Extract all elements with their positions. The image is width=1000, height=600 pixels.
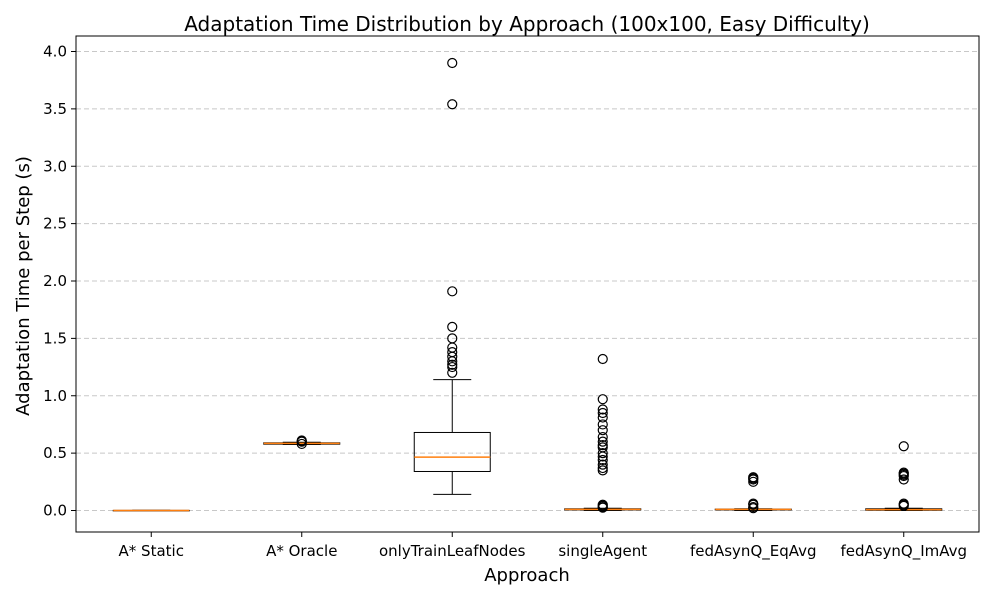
box-group (865, 441, 943, 512)
outlier-point (597, 451, 608, 462)
y-tick-label: 0.0 (43, 502, 67, 520)
outlier-point (898, 470, 909, 482)
outlier-point (597, 353, 608, 365)
outlier-point (597, 394, 608, 405)
box-group (564, 353, 642, 513)
y-axis-ticks: 0.0 0.5 1.0 1.5 2.0 2.5 3.0 3.5 4.0 (43, 43, 76, 520)
outlier-point (447, 57, 458, 69)
x-tick-label: singleAgent (558, 542, 647, 560)
y-tick-label: 1.0 (43, 387, 67, 405)
outlier-point (597, 404, 608, 415)
outlier-point (296, 438, 307, 450)
box-layer (112, 57, 943, 514)
x-axis-label: Approach (484, 565, 570, 586)
y-tick-label: 0.5 (43, 444, 67, 462)
outlier-point (898, 441, 909, 452)
y-tick-label: 3.0 (43, 157, 67, 175)
outlier-point (447, 99, 458, 110)
outlier-point (597, 425, 608, 436)
outlier-point (447, 367, 458, 378)
outlier-point (748, 476, 759, 487)
iqr-box (413, 431, 491, 472)
outlier-point (597, 465, 608, 476)
outlier-point (597, 459, 608, 470)
y-tick-label: 3.5 (43, 100, 67, 118)
outlier-point (597, 412, 608, 423)
outlier-point (597, 419, 608, 430)
y-tick-label: 2.5 (43, 215, 67, 233)
x-tick-label: A* Static (119, 542, 184, 560)
y-tick-label: 1.5 (43, 329, 67, 347)
x-tick-label: A* Oracle (266, 542, 337, 560)
y-axis-label: Adaptation Time per Step (s) (13, 156, 34, 416)
x-tick-label: onlyTrainLeafNodes (379, 542, 526, 560)
y-tick-label: 2.0 (43, 272, 67, 290)
x-tick-label: fedAsynQ_ImAvg (840, 542, 967, 561)
box-group (714, 472, 792, 514)
outlier-point (597, 454, 608, 466)
outlier-point (898, 500, 909, 512)
box-group (112, 509, 190, 512)
outlier-point (447, 356, 458, 367)
chart-title: Adaptation Time Distribution by Approach… (184, 12, 870, 36)
outlier-point (597, 436, 608, 447)
outlier-point (597, 448, 608, 459)
outlier-point (597, 431, 608, 443)
outlier-point (898, 474, 909, 485)
x-tick-label: fedAsynQ_EqAvg (690, 542, 817, 561)
outlier-point (447, 351, 458, 362)
outlier-point (597, 502, 608, 513)
x-axis-ticks: A* Static A* Oracle onlyTrainLeafNodes sing… (119, 532, 967, 561)
outlier-point (447, 286, 458, 297)
outlier-point (447, 321, 458, 332)
outlier-point (447, 361, 458, 373)
box-group (413, 57, 491, 495)
outlier-point (748, 503, 759, 514)
grid-lines (76, 51, 979, 511)
outlier-point (296, 435, 307, 447)
y-tick-label: 4.0 (43, 43, 67, 61)
plot-frame (75, 35, 980, 533)
box-group (263, 435, 341, 450)
outlier-point (597, 407, 608, 419)
